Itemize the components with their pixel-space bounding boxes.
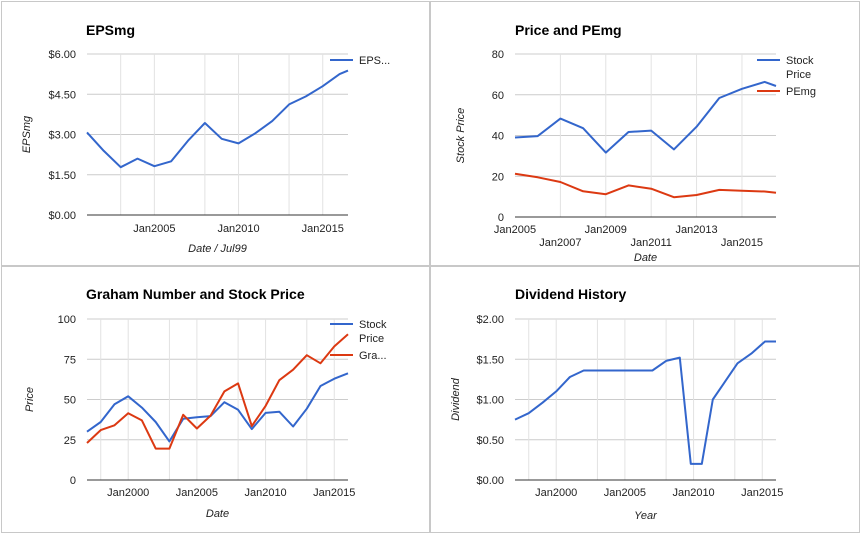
series-line-stock-price [86, 372, 349, 443]
y-tick-label: 50 [64, 395, 76, 407]
x-axis-label: Date [206, 508, 229, 520]
series-line-eps [86, 69, 349, 169]
legend-label: PEmg [786, 86, 816, 98]
y-axis-label: Dividend [450, 377, 462, 421]
legend-label: Gra... [359, 350, 387, 362]
x-tick-label: Jan2013 [675, 224, 717, 236]
eps-chart: EPSmg $0.00 $1.50 $3.00 $4.50 $6.00 Jan2005 Jan… [21, 22, 390, 255]
y-tick-label: $4.50 [48, 89, 76, 101]
y-tick-label: 20 [492, 171, 504, 183]
y-tick-label: $1.50 [476, 354, 504, 366]
x-tick-label: Jan2005 [176, 487, 218, 499]
legend-label: Stock Price [359, 319, 387, 345]
y-tick-label: 25 [64, 435, 76, 447]
y-tick-label: $0.00 [476, 475, 504, 487]
x-tick-label: Jan2009 [585, 224, 627, 236]
y-axis-label: EPSmg [21, 115, 33, 153]
y-tick-label: 100 [58, 314, 76, 326]
chart-title: Graham Number and Stock Price [86, 286, 305, 302]
x-tick-label: Jan2005 [133, 223, 175, 235]
y-tick-label: 80 [492, 49, 504, 61]
series-line-dividend [514, 340, 776, 465]
y-tick-label: $0.00 [48, 210, 76, 222]
y-tick-label: 0 [70, 475, 76, 487]
dividend-chart: Dividend History $0.00 $0.50 $1.00 $1.50 $2.0… [450, 286, 783, 522]
x-axis-label: Date [634, 252, 657, 264]
x-tick-label: Jan2015 [302, 223, 344, 235]
x-tick-label: Jan2000 [535, 487, 577, 499]
y-tick-label: $1.50 [48, 170, 76, 182]
chart-title: Dividend History [515, 286, 626, 302]
legend-label: EPS... [359, 55, 390, 67]
graham-chart-panel: Graham Number and Stock Price 0 25 50 75 100 J… [1, 266, 430, 533]
x-tick-label: Jan2015 [741, 487, 783, 499]
x-tick-label: Jan2011 [630, 237, 671, 249]
chart-title: Price and PEmg [515, 22, 622, 38]
y-tick-label: $2.00 [476, 314, 504, 326]
dividend-chart-panel: Dividend History $0.00 $0.50 $1.00 $1.50 $2.0… [430, 266, 860, 533]
price-pe-chart-panel: Price and PEmg 0 20 40 60 80 Jan2005 Jan2007 Jan… [430, 1, 860, 266]
y-tick-label: 40 [492, 131, 504, 143]
x-tick-label: Jan2015 [313, 487, 355, 499]
legend-label: Stock Price [786, 55, 814, 81]
y-axis-label: Stock Price [455, 108, 467, 164]
chart-title: EPSmg [86, 22, 135, 38]
y-tick-label: $0.50 [476, 435, 504, 447]
y-tick-label: $6.00 [48, 49, 76, 61]
series-line-stock-price [514, 80, 777, 154]
y-axis-label: Price [24, 387, 36, 412]
graham-chart: Graham Number and Stock Price 0 25 50 75 100 J… [24, 286, 387, 520]
x-tick-label: Jan2000 [107, 487, 149, 499]
x-tick-label: Jan2010 [217, 223, 259, 235]
series-line-pemg [514, 172, 777, 199]
y-tick-label: 60 [492, 90, 504, 102]
series-line-gra [86, 333, 349, 450]
x-tick-label: Jan2005 [604, 487, 646, 499]
x-tick-label: Jan2007 [539, 237, 581, 249]
y-tick-label: $1.00 [476, 395, 504, 407]
x-axis-label: Year [634, 510, 658, 522]
x-tick-label: Jan2010 [672, 487, 714, 499]
x-axis-label: Date / Jul99 [188, 243, 247, 255]
eps-chart-panel: EPSmg $0.00 $1.50 $3.00 $4.50 $6.00 Jan2005 Jan… [1, 1, 430, 266]
x-tick-label: Jan2005 [494, 224, 536, 236]
x-tick-label: Jan2010 [244, 487, 286, 499]
y-tick-label: 75 [64, 354, 76, 366]
y-tick-label: 0 [498, 212, 504, 224]
y-tick-label: $3.00 [48, 130, 76, 142]
x-tick-label: Jan2015 [721, 237, 763, 249]
